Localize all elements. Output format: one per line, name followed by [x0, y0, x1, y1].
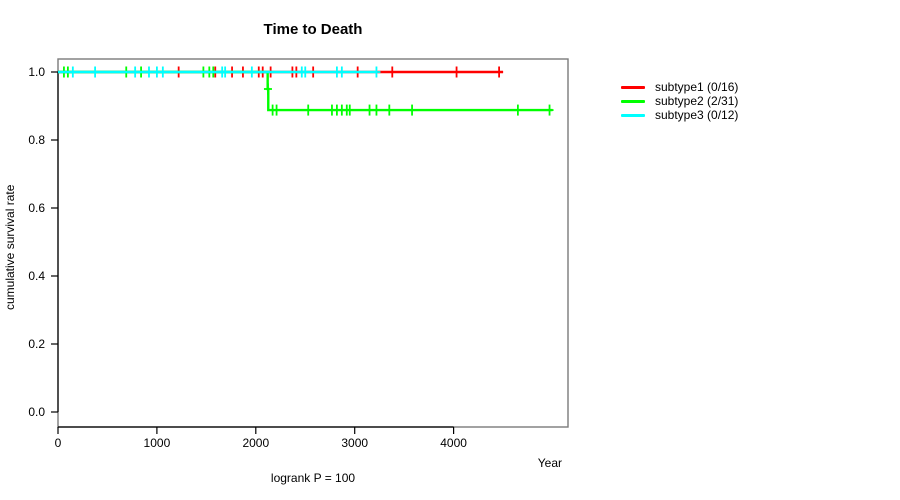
chart-title: Time to Death [263, 21, 363, 38]
x-tick-label: 3000 [341, 436, 368, 450]
legend-label: subtype2 (2/31) [655, 94, 739, 108]
y-tick-label: 0.8 [28, 133, 45, 147]
y-tick-label: 0.2 [28, 337, 45, 351]
legend: subtype1 (0/16) subtype2 (2/31) subtype3… [621, 80, 738, 122]
legend-line-swatch-red [621, 85, 645, 89]
legend-label: subtype3 (0/12) [655, 108, 739, 122]
y-tick-label: 0.6 [28, 201, 45, 215]
legend-item-subtype1: subtype1 (0/16) [621, 80, 738, 94]
legend-line-swatch-green [621, 99, 645, 103]
plot-border [57, 58, 569, 428]
legend-item-subtype2: subtype2 (2/31) [621, 94, 738, 108]
y-tick-label: 0.4 [28, 269, 45, 283]
x-axis-title: Year [537, 456, 562, 470]
x-tick-label: 2000 [242, 436, 269, 450]
y-tick-label: 1.0 [28, 65, 45, 79]
x-tick-label: 1000 [144, 436, 171, 450]
y-tick-label: 0.0 [28, 405, 45, 419]
legend-label: subtype1 (0/16) [655, 80, 739, 94]
x-tick-label: 0 [55, 436, 62, 450]
logrank-annotation: logrank P = 100 [270, 471, 356, 485]
legend-line-swatch-cyan [621, 113, 645, 117]
x-tick-label: 4000 [440, 436, 467, 450]
legend-item-subtype3: subtype3 (0/12) [621, 108, 738, 122]
survival-curve-subtype2 [58, 70, 553, 112]
